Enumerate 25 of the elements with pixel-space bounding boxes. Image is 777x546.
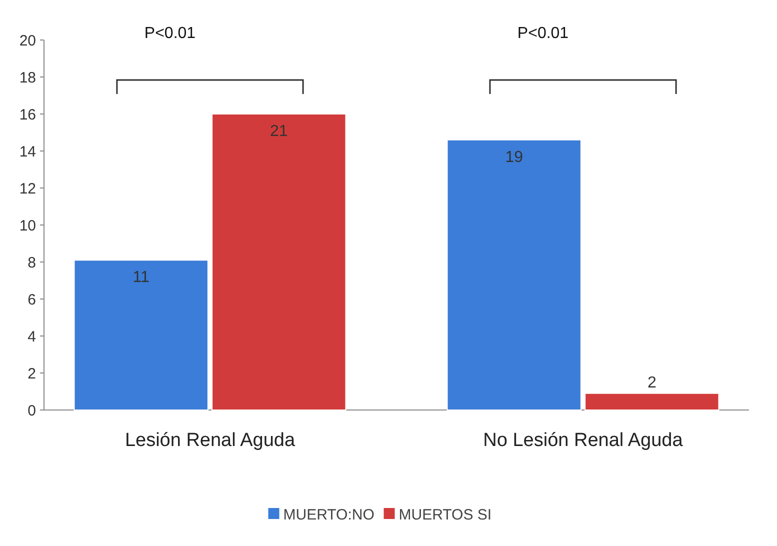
y-tick-label: 6: [28, 291, 36, 308]
annotation: P<0.01: [517, 25, 569, 42]
y-tick-label: 14: [19, 143, 36, 160]
y-tick-label: 18: [19, 69, 36, 86]
y-tick-label: 4: [28, 328, 36, 346]
legend-label: MUERTOS SI: [398, 506, 492, 524]
y-tick-label: 2: [28, 365, 36, 382]
annotation: 11: [132, 269, 150, 286]
bar: [584, 392, 720, 410]
y-tick-label: 10: [19, 217, 36, 234]
annotation: 21: [270, 123, 288, 140]
x-tick-label: No Lesión Renal Aguda: [483, 430, 684, 451]
legend-label: MUERTO:NO: [283, 506, 374, 524]
bar: [74, 260, 208, 410]
y-tick-label: 8: [28, 254, 36, 272]
annotation: 2: [647, 374, 656, 392]
y-tick-label: 16: [19, 106, 36, 124]
y-tick-label: 0: [28, 402, 36, 420]
annotation: P<0.01: [144, 25, 196, 42]
bar: [212, 114, 346, 410]
y-tick-label: 20: [19, 32, 36, 50]
y-tick-label: 12: [19, 180, 36, 198]
x-tick-label: Lesión Renal Aguda: [124, 430, 296, 451]
annotation: 19: [505, 148, 524, 166]
bar: [446, 139, 582, 410]
